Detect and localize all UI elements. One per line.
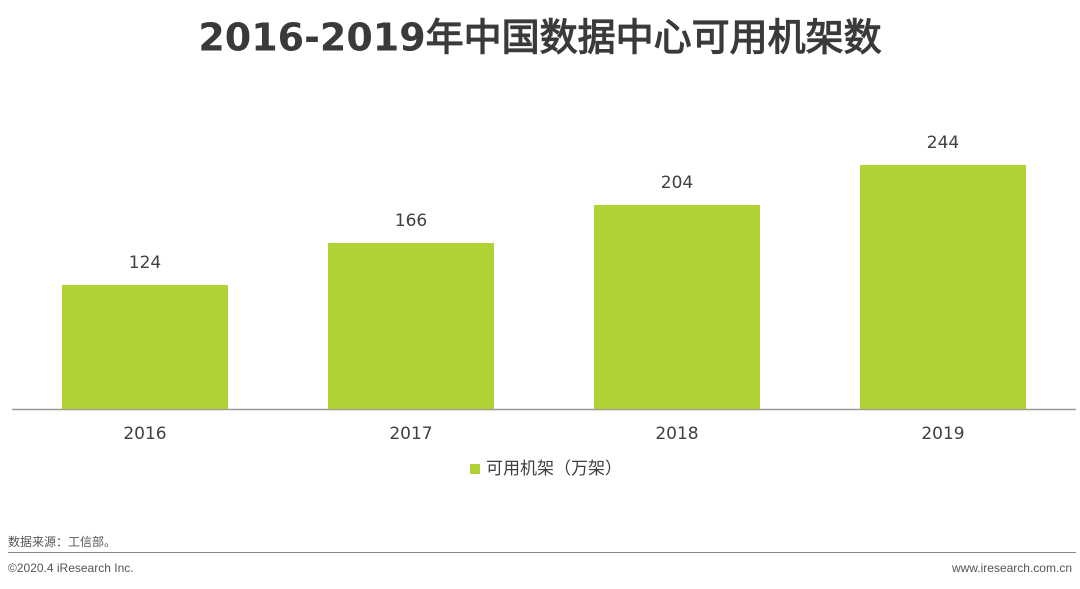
bar bbox=[594, 205, 760, 409]
data-label: 244 bbox=[927, 133, 959, 153]
bar bbox=[328, 243, 494, 409]
source-note: 数据来源：工信部。 bbox=[8, 534, 116, 549]
x-tick-label: 2016 bbox=[123, 424, 166, 444]
legend-label: 可用机架（万架） bbox=[486, 459, 622, 479]
website: www.iresearch.com.cn bbox=[951, 561, 1072, 575]
data-label: 124 bbox=[129, 253, 161, 273]
chart-title: 2016-2019年中国数据中心可用机架数 bbox=[198, 16, 881, 60]
data-label: 204 bbox=[661, 173, 693, 193]
legend-swatch bbox=[470, 464, 480, 474]
data-label: 166 bbox=[395, 211, 427, 231]
bar bbox=[62, 285, 228, 409]
x-tick-label: 2017 bbox=[389, 424, 432, 444]
bar bbox=[860, 165, 1026, 409]
copyright: ©2020.4 iResearch Inc. bbox=[8, 561, 134, 575]
x-tick-label: 2018 bbox=[655, 424, 698, 444]
x-tick-label: 2019 bbox=[921, 424, 964, 444]
